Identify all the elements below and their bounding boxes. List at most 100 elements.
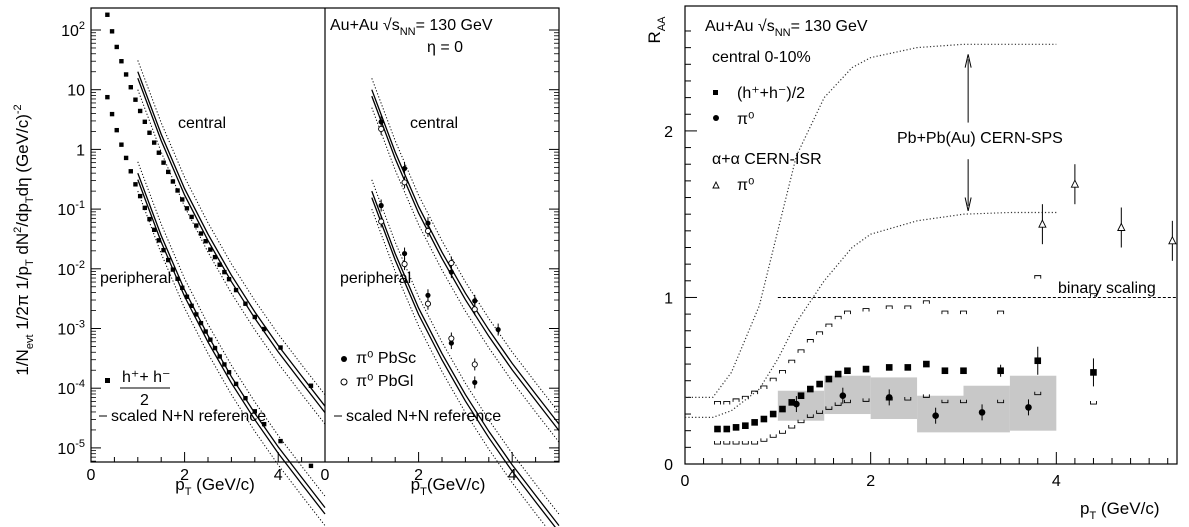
right-centrality-label: central 0-10% [712,49,811,66]
right-x-axis-label: pT (GeV/c) [1080,499,1160,522]
left-panel-a: 0 2 4 [87,12,326,526]
left-y-tick-label: 102 [61,20,85,40]
data-point-square [252,409,257,414]
data-point-square [208,247,213,252]
systematic-bracket-upper [779,370,786,374]
right-plot-area: 0 2 4 0 1 2 [664,30,1177,490]
data-point-square [308,463,314,469]
data-point-square [114,44,119,50]
panel-b-eta-label: η = 0 [427,39,463,56]
data-point-filled-circle [793,400,800,408]
data-point-square [779,405,786,413]
data-point-square [194,223,199,228]
panel-b-system-label: Au+Au √sNN= 130 GeV [330,17,493,38]
data-point-square [128,169,133,174]
systematic-bracket-lower [732,441,740,445]
right-y-tick-label: 2 [664,124,673,141]
right-y-tick-label: 0 [664,457,673,474]
data-point-square [278,438,283,444]
data-point-open-circle [471,306,478,313]
data-point-filled-circle [378,202,384,209]
systematic-bracket-lower [806,414,814,418]
data-point-square [807,385,814,393]
data-point-open-circle [401,179,408,186]
right-legend-triangle [712,180,720,189]
systematic-bracket-upper [741,395,749,400]
systematic-bracket-lower [941,399,949,404]
systematic-bracket-lower [1090,401,1097,405]
systematic-error-box [917,395,964,433]
data-point-square [142,119,148,124]
data-point-square [308,383,314,388]
data-point-square [170,267,176,272]
panel-a-central-label: central [178,115,226,132]
data-point-square [252,314,257,320]
systematic-bracket-upper [997,310,1005,315]
data-point-open-triangle [1038,219,1047,228]
left-y-tick-label: 1 [76,142,85,159]
data-point-square [166,257,171,263]
data-point-filled-circle [472,298,478,304]
data-point-square [769,410,777,418]
data-point-square [161,160,166,165]
systematic-bracket-lower [834,402,842,406]
data-point-square [123,155,129,161]
legend-filled-circle [341,356,347,362]
systematic-bracket-lower [797,419,805,424]
reference-curve-central [137,71,326,407]
reference-curve-central-2 [371,95,560,431]
sps-arrowhead-upper [964,54,972,68]
data-point-filled-circle [425,292,431,298]
data-point-square [243,395,248,401]
data-point-open-circle [424,300,432,307]
x-tick-label: 0 [87,467,96,484]
systematic-bracket-upper [723,401,731,405]
data-point-square [760,415,768,423]
data-point-square [714,425,721,433]
right-legend-circle [713,115,719,121]
systematic-bracket-lower [862,398,870,402]
data-point-square [184,206,190,211]
data-point-square [233,287,239,293]
data-point-filled-circle [401,250,408,257]
left-y-ticks: 102 10 1 10-1 10-2 10-3 10-4 10-5 [57,20,559,462]
systematic-bracket-lower [714,441,721,445]
data-point-square [208,337,213,342]
data-point-open-triangle [1168,235,1177,245]
data-point-filled-circle [839,392,847,400]
systematic-bracket-upper [885,305,893,309]
systematic-bracket-lower [844,399,851,404]
systematic-bracket-upper [941,310,949,315]
systematic-bracket-lower [904,397,912,401]
data-point-square [161,247,166,253]
systematic-bracket-lower [788,425,796,429]
systematic-bracket-lower [760,438,768,442]
data-point-square [119,59,124,64]
panel-b-peripheral-label: peripheral [340,270,411,287]
left-y-tick-label: 10-4 [57,378,85,398]
data-point-square [105,94,110,100]
data-point-square [243,301,248,306]
panel-a-peripheral-label: peripheral [100,270,171,287]
data-point-square [212,254,218,260]
data-point-square [212,345,218,351]
data-point-square [751,419,758,426]
data-point-square [217,262,222,267]
data-point-square [203,238,208,244]
panel-b-legend-ref: scaled N+N reference [346,408,501,425]
data-point-square [133,182,138,187]
systematic-bracket-upper [1090,293,1097,297]
data-point-filled-circle [401,165,408,172]
right-legend-square [713,90,718,95]
data-point-square [788,399,796,406]
right-y-axis-label: RAA [645,16,668,44]
systematic-error-box [963,385,1010,433]
systematic-bracket-upper [714,401,721,405]
data-point-square [119,142,124,147]
data-point-square [137,108,143,114]
systematic-bracket-lower [751,441,759,445]
data-point-square [151,140,157,145]
systematic-bracket-lower [960,399,967,404]
data-point-filled-circle [1025,404,1032,411]
